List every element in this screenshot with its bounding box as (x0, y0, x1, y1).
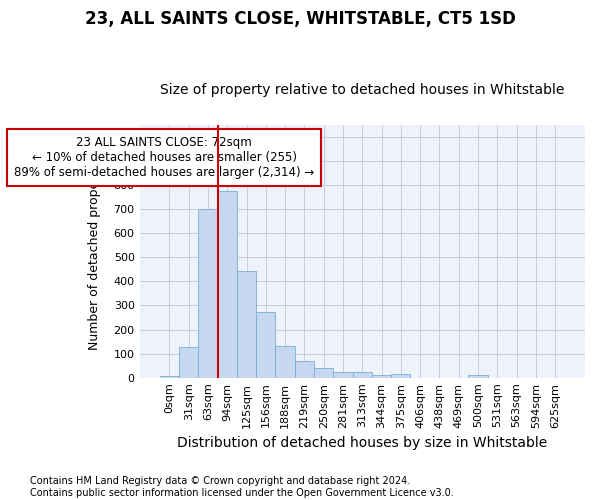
Bar (275, 346, 295, 378)
Text: 23, ALL SAINTS CLOSE, WHITSTABLE, CT5 1SD: 23, ALL SAINTS CLOSE, WHITSTABLE, CT5 1S… (85, 10, 515, 28)
Bar (314, 368, 334, 378)
Bar (469, 376, 488, 378)
Bar (199, 209, 218, 378)
Bar (218, 191, 237, 378)
Bar (372, 375, 391, 378)
Bar (391, 374, 410, 378)
Y-axis label: Number of detached properties: Number of detached properties (88, 152, 101, 350)
Text: 23 ALL SAINTS CLOSE: 72sqm
← 10% of detached houses are smaller (255)
89% of sem: 23 ALL SAINTS CLOSE: 72sqm ← 10% of deta… (14, 136, 314, 179)
X-axis label: Distribution of detached houses by size in Whitstable: Distribution of detached houses by size … (177, 436, 547, 450)
Bar (256, 312, 275, 378)
Bar (353, 372, 372, 378)
Bar (295, 361, 314, 378)
Bar (237, 271, 256, 378)
Title: Size of property relative to detached houses in Whitstable: Size of property relative to detached ho… (160, 83, 565, 97)
Bar (160, 376, 179, 378)
Bar (179, 347, 199, 378)
Text: Contains HM Land Registry data © Crown copyright and database right 2024.
Contai: Contains HM Land Registry data © Crown c… (30, 476, 454, 498)
Bar (334, 372, 353, 378)
